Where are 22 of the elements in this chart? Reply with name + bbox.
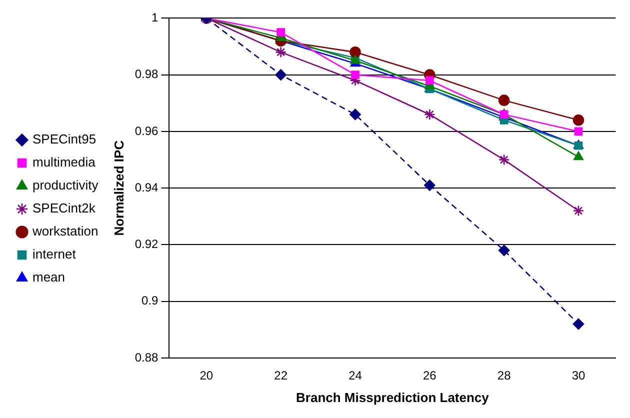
y-tick-label: 0.96 (134, 124, 159, 138)
x-tick-label: 24 (348, 368, 362, 383)
x-tick-label: 30 (572, 368, 586, 383)
x-tick-label: 26 (422, 368, 437, 383)
x-tick-label: 22 (274, 368, 288, 383)
y-tick-label: 0.9 (142, 294, 159, 308)
y-tick-label: 0.92 (134, 237, 159, 252)
y-tick-label: 0.88 (134, 350, 159, 364)
legend-label: mean (32, 270, 66, 285)
legend-label: productivity (32, 178, 99, 193)
y-tick-label: 1 (152, 10, 159, 25)
legend-label: SPECint2k (32, 200, 96, 216)
y-axis-title: Normalized IPC (112, 140, 127, 236)
x-tick-label: 28 (497, 368, 512, 383)
legend-label: multimedia (32, 154, 96, 170)
y-tick-label: 0.98 (134, 67, 159, 82)
x-axis-title: Branch Missprediction Latency (296, 390, 490, 405)
legend-label: internet (32, 246, 76, 262)
legend-label: workstation (32, 224, 98, 239)
y-tick-label: 0.94 (134, 180, 159, 194)
legend-label: SPECint95 (32, 132, 96, 147)
x-tick-label: 20 (200, 368, 214, 383)
